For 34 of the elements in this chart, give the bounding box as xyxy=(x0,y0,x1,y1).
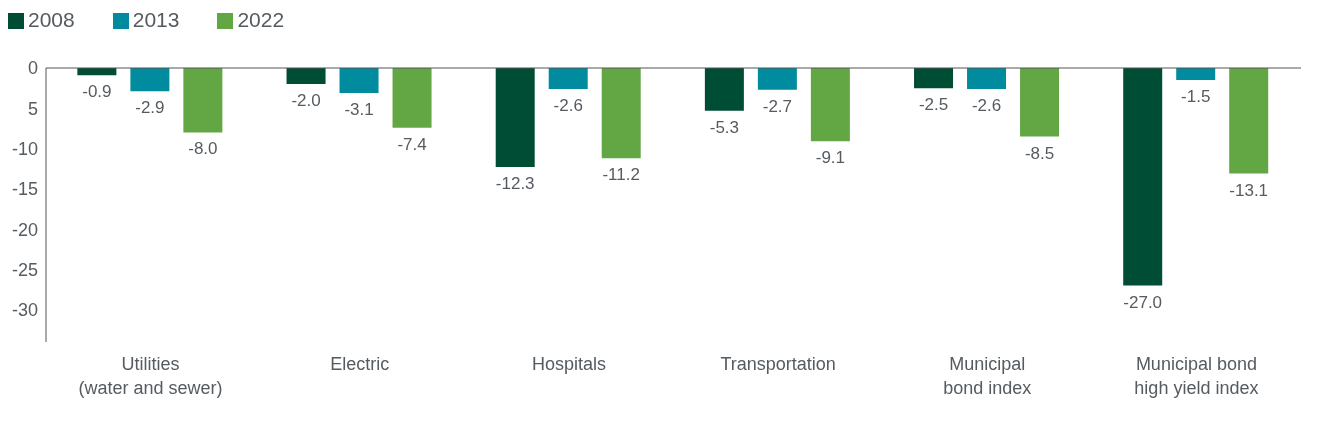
data-label: -8.0 xyxy=(188,139,218,159)
y-tick-label: -20 xyxy=(11,219,38,240)
data-label: -11.2 xyxy=(602,165,640,185)
x-tick-label: Municipal bond index xyxy=(943,354,1032,398)
legend-label: 2013 xyxy=(132,8,180,31)
data-label: -1.5 xyxy=(1181,87,1211,107)
x-tick-label: Transportation xyxy=(720,354,836,374)
data-label: -2.7 xyxy=(762,96,793,116)
x-tick-label: Hospitals xyxy=(531,354,606,374)
data-label: -2.5 xyxy=(918,95,949,115)
data-label: -3.1 xyxy=(344,99,374,119)
legend-label: 2022 xyxy=(237,8,285,31)
data-label: -2.0 xyxy=(291,91,321,111)
data-label: -27.0 xyxy=(1123,292,1163,312)
x-tick-label: Municipal bond high yield index xyxy=(1134,354,1259,398)
data-label: -12.3 xyxy=(495,174,535,194)
y-tick-label: -25 xyxy=(11,259,38,280)
y-tick-label: -15 xyxy=(11,179,38,200)
data-label: -9.1 xyxy=(815,148,846,168)
x-tick-label: Utilities (water and sewer) xyxy=(78,354,223,398)
data-label: -2.9 xyxy=(135,98,165,118)
y-tick-label: -10 xyxy=(11,138,38,159)
y-tick-label: 5 xyxy=(27,98,38,119)
y-tick-label: 0 xyxy=(27,58,38,79)
legend-label: 2008 xyxy=(28,8,75,31)
data-label: -2.6 xyxy=(553,95,583,115)
data-label: -2.6 xyxy=(971,95,1002,115)
data-label: -13.1 xyxy=(1229,180,1269,200)
data-label: -0.9 xyxy=(82,82,112,102)
y-tick-label: -30 xyxy=(11,300,38,321)
data-label: -8.5 xyxy=(1024,143,1055,163)
data-label: -7.4 xyxy=(397,134,427,154)
data-label: -5.3 xyxy=(709,117,740,137)
x-tick-label: Electric xyxy=(330,354,390,374)
